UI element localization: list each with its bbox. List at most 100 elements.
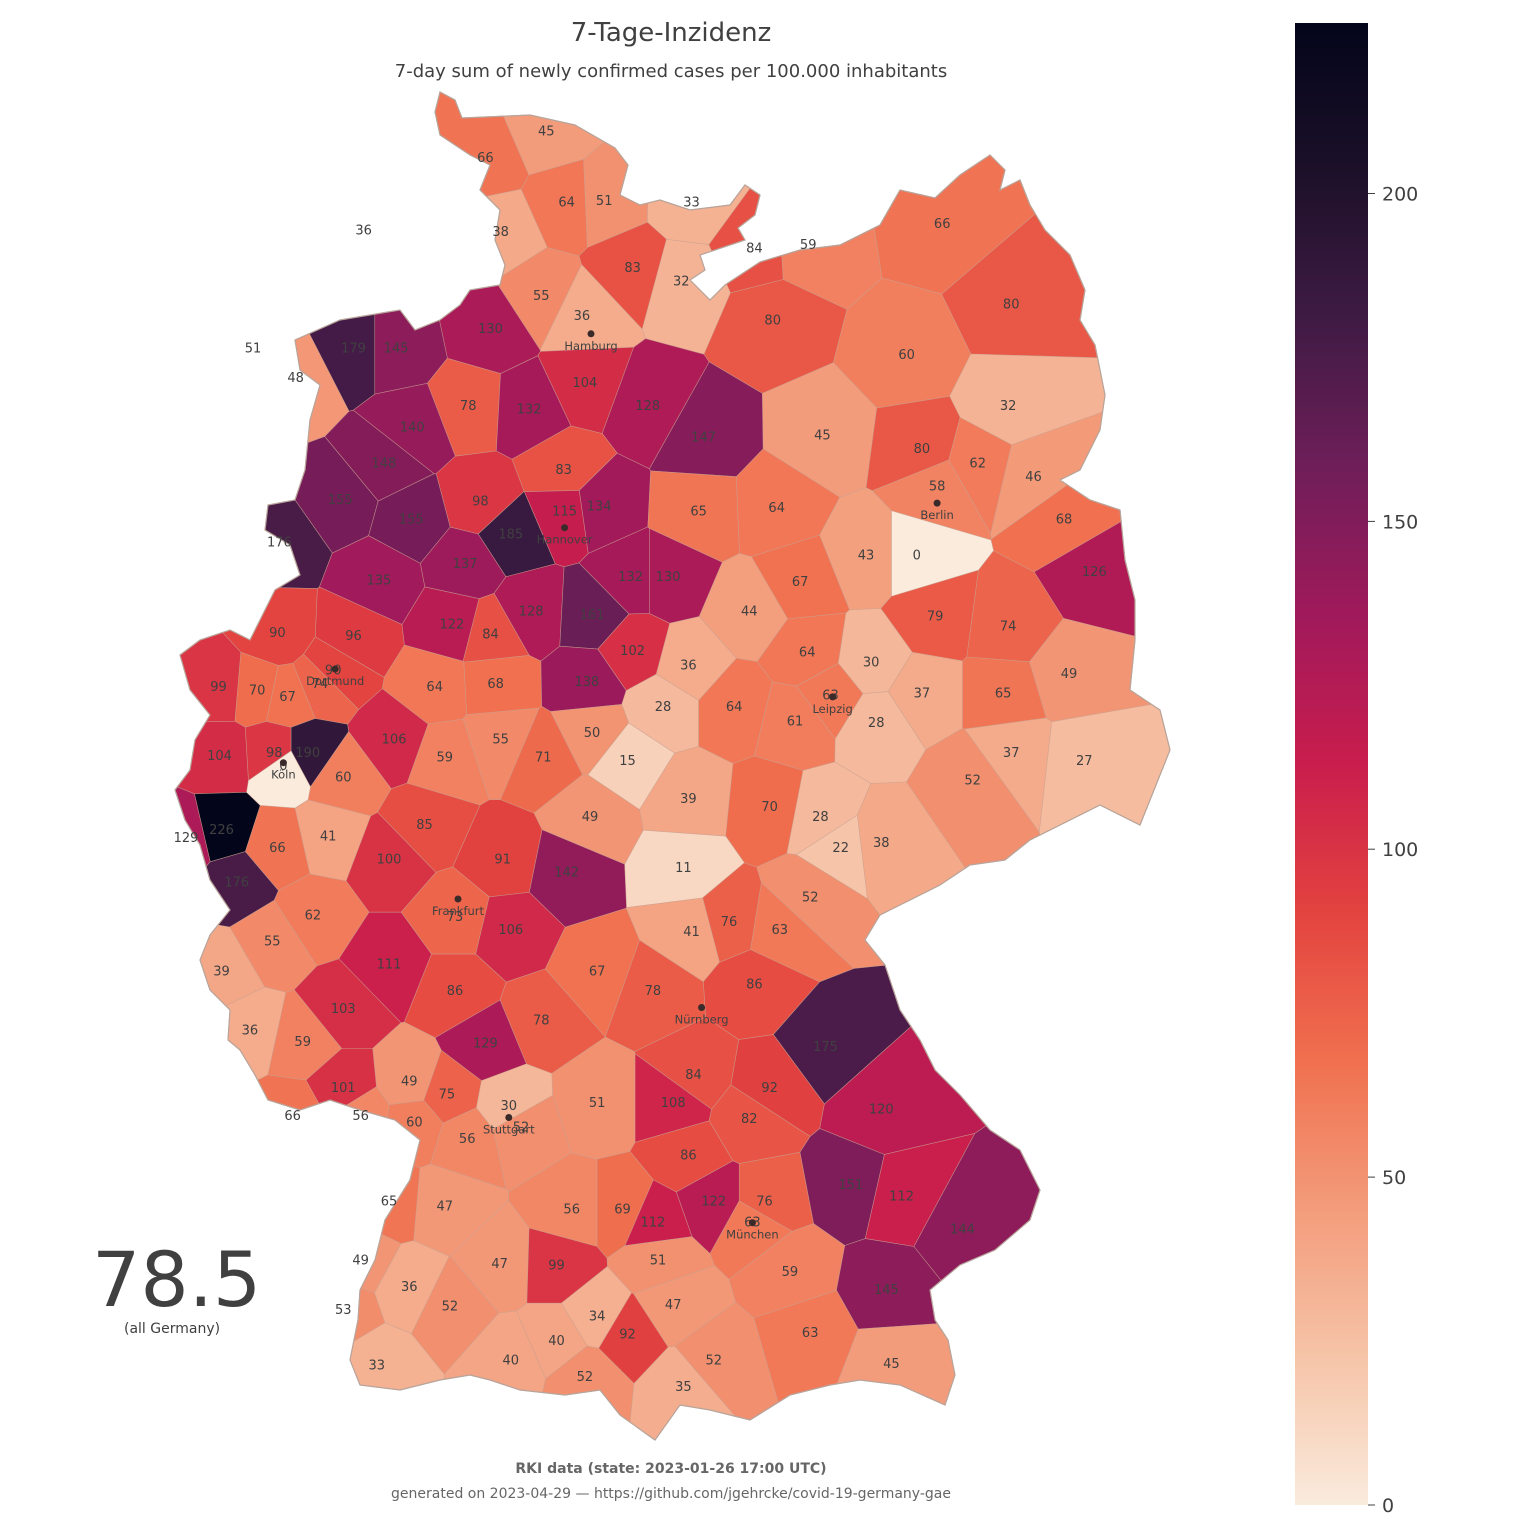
district-value-label: 144: [950, 1222, 975, 1237]
district-value-label: 53: [335, 1303, 352, 1318]
district-value-label: 32: [673, 274, 690, 289]
city-marker: [829, 693, 837, 701]
district-value-label: 28: [868, 716, 885, 731]
district-value-label: 64: [726, 700, 743, 715]
district-value-label: 91: [494, 853, 511, 868]
district-value-label: 74: [1000, 619, 1017, 634]
district-value-label: 36: [680, 659, 697, 674]
district-value-label: 58: [929, 480, 946, 495]
district-value-label: 73: [447, 910, 464, 925]
district-value-label: 33: [369, 1359, 386, 1374]
district-value-label: 65: [995, 687, 1012, 702]
district-value-label: 35: [675, 1380, 692, 1395]
district-value-label: 151: [838, 1178, 863, 1193]
district-value-label: 56: [459, 1132, 476, 1147]
district-value-label: 28: [812, 810, 829, 825]
district-value-label: 60: [898, 348, 915, 363]
district-value-label: 161: [580, 608, 605, 623]
district-value-label: 122: [701, 1194, 726, 1209]
district-value-label: 67: [792, 575, 809, 590]
district-value-label: 179: [341, 342, 366, 357]
district-value-label: 155: [328, 493, 353, 508]
district-value-label: 43: [858, 549, 875, 564]
district-value-label: 90: [269, 626, 286, 641]
district-value-label: 84: [746, 241, 763, 256]
district-value-label: 128: [635, 399, 660, 414]
district-value-label: 30: [501, 1099, 518, 1114]
district-value-label: 83: [624, 261, 641, 276]
district-value-label: 64: [799, 646, 816, 661]
district-value-label: 140: [400, 421, 425, 436]
district-value-label: 66: [477, 151, 494, 166]
district-value-label: 130: [478, 322, 503, 337]
district-value-label: 66: [934, 217, 951, 232]
city-marker: [561, 524, 569, 532]
district-value-label: 99: [548, 1258, 565, 1273]
germany-incidence-value: 78.5: [92, 1235, 262, 1324]
district-value-label: 145: [384, 342, 409, 357]
district-value-label: 84: [685, 1068, 702, 1083]
city-label: Leipzig: [812, 702, 852, 716]
district-value-label: 129: [473, 1037, 498, 1052]
district-value-label: 59: [800, 238, 817, 253]
district-value-label: 36: [355, 223, 372, 238]
district-value-label: 101: [331, 1081, 356, 1096]
district-value-label: 100: [377, 853, 402, 868]
city-marker: [698, 1004, 706, 1011]
city-label: Frankfurt: [432, 904, 485, 918]
district-value-label: 78: [460, 399, 477, 414]
district-value-label: 45: [538, 125, 555, 140]
district-value-label: 52: [706, 1354, 723, 1369]
city-label: Berlin: [920, 508, 953, 522]
district-value-label: 50: [584, 726, 601, 741]
district-value-label: 45: [883, 1357, 900, 1372]
colorbar-tick-label: 0: [1382, 1495, 1394, 1517]
district-value-label: 45: [814, 429, 831, 444]
district-value-label: 84: [482, 628, 499, 643]
district-value-label: 80: [914, 442, 931, 457]
district-value-label: 108: [661, 1096, 686, 1111]
district-value-label: 103: [331, 1002, 356, 1017]
district-value-label: 52: [577, 1370, 594, 1385]
district-value-label: 112: [640, 1216, 665, 1231]
district-value-label: 55: [492, 733, 509, 748]
district-region: [175, 986, 287, 1135]
district-region: [303, 636, 385, 710]
district-value-label: 86: [680, 1148, 697, 1163]
district-value-label: 126: [1082, 565, 1107, 580]
city-marker: [587, 330, 595, 338]
district-value-label: 135: [366, 573, 391, 588]
district-value-label: 60: [406, 1116, 423, 1131]
district-value-label: 47: [665, 1298, 682, 1313]
district-region: [356, 92, 530, 208]
district-value-label: 122: [439, 618, 464, 633]
colorbar-tick-label: 150: [1382, 511, 1418, 533]
data-source-footer: RKI data (state: 2023-01-26 17:00 UTC): [515, 1461, 827, 1477]
colorbar: 0 50 100 150 200: [1295, 23, 1418, 1517]
district-value-label: 92: [619, 1327, 636, 1342]
district-value-label: 47: [491, 1257, 508, 1272]
district-value-label: 59: [782, 1265, 799, 1280]
district-region: [175, 140, 304, 462]
district-value-label: 38: [873, 836, 890, 851]
city-marker: [748, 1219, 756, 1227]
colorbar-tick-label: 200: [1382, 184, 1418, 206]
district-value-label: 120: [869, 1102, 894, 1117]
district-value-label: 98: [266, 746, 283, 761]
district-value-label: 66: [284, 1109, 301, 1124]
district-value-label: 40: [503, 1354, 520, 1369]
district-value-label: 83: [555, 463, 572, 478]
district-value-label: 155: [399, 513, 424, 528]
district-value-label: 132: [517, 402, 542, 417]
district-value-label: 32: [1000, 399, 1017, 414]
city-label: München: [726, 1228, 778, 1242]
district-value-label: 36: [242, 1024, 259, 1039]
district-value-label: 70: [761, 800, 778, 815]
district-region: [775, 92, 883, 310]
district-value-label: 52: [802, 890, 819, 905]
colorbar-tick-label: 100: [1382, 839, 1418, 861]
district-value-label: 33: [683, 195, 700, 210]
district-value-label: 59: [437, 751, 454, 766]
district-region: [647, 92, 803, 246]
